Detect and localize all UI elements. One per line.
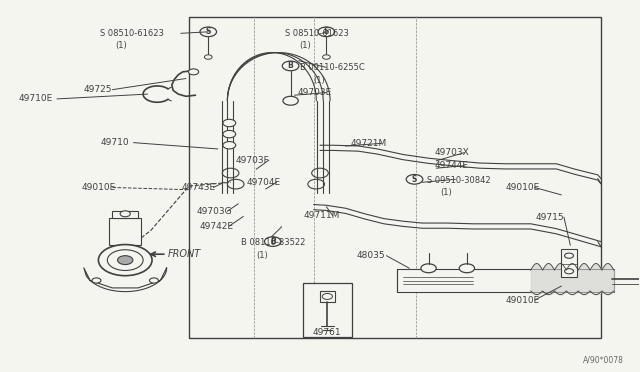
Bar [397,269,614,292]
Circle shape [282,61,299,71]
Text: 49710E: 49710E [19,94,53,103]
Text: S: S [205,27,211,36]
Circle shape [460,264,474,273]
Circle shape [322,294,332,299]
Circle shape [150,278,159,283]
Polygon shape [84,267,167,292]
Text: S: S [412,175,417,184]
Circle shape [318,27,335,37]
Text: 49703E: 49703E [298,88,332,97]
Text: B: B [288,61,294,70]
Text: S 08510-61623: S 08510-61623 [285,29,349,38]
Circle shape [223,119,236,127]
Text: 49703F: 49703F [236,155,269,164]
Circle shape [92,278,101,283]
Text: 49725: 49725 [84,85,112,94]
Text: B 09110-6255C: B 09110-6255C [300,63,364,72]
Bar [320,291,335,302]
Circle shape [564,269,573,274]
Circle shape [99,244,152,276]
Text: (1): (1) [314,76,325,84]
Text: 49703X: 49703X [435,148,470,157]
Text: (1): (1) [300,41,311,51]
Text: S: S [324,27,329,36]
Text: 49711M: 49711M [304,211,340,220]
Text: S 08510-61623: S 08510-61623 [100,29,164,38]
Text: 49703G: 49703G [196,207,232,216]
Text: 49010E: 49010E [505,296,540,305]
Bar [189,17,601,338]
Circle shape [421,264,436,273]
Bar [113,211,138,218]
Text: 49742E: 49742E [200,221,234,231]
Text: (1): (1) [256,251,268,260]
Circle shape [204,55,212,59]
Text: 49010E: 49010E [505,183,540,192]
Circle shape [283,96,298,105]
Text: 49721M: 49721M [351,139,387,148]
Bar [303,283,352,337]
Text: A/90*0078: A/90*0078 [582,356,623,365]
Circle shape [223,131,236,138]
Text: 49710: 49710 [100,138,129,147]
Text: (1): (1) [116,41,127,51]
Text: 49715: 49715 [535,213,564,222]
Text: 49010E: 49010E [82,183,116,192]
Text: 48035: 48035 [357,251,386,260]
Text: 49744E: 49744E [435,161,469,170]
Circle shape [564,253,573,258]
Text: S 09510-30842: S 09510-30842 [428,176,491,185]
Circle shape [264,237,281,246]
Text: 49743E: 49743E [181,183,216,192]
Circle shape [118,256,133,264]
Text: B 08110-83522: B 08110-83522 [241,238,305,247]
Circle shape [108,250,143,270]
Circle shape [120,211,131,217]
Text: 49704E: 49704E [246,178,281,187]
Circle shape [323,55,330,59]
Circle shape [200,27,216,37]
Text: (1): (1) [440,188,452,197]
Circle shape [406,174,423,184]
Text: B: B [270,237,276,246]
Circle shape [188,69,198,75]
Text: FRONT: FRONT [168,249,201,259]
Bar [109,218,141,245]
Circle shape [223,141,236,149]
Bar [561,249,577,277]
Text: 49761: 49761 [313,327,341,337]
